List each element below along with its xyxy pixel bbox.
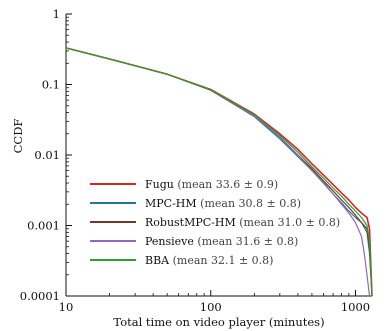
legend-label: Fugu (mean 33.6 ± 0.9) <box>145 178 278 191</box>
legend: Fugu (mean 33.6 ± 0.9) MPC-HM (mean 30.8 … <box>90 178 340 267</box>
legend-series-name: Fugu <box>145 178 177 191</box>
x-tick-label: 1000 <box>341 300 370 314</box>
legend-series-stat: (mean 31.6 ± 0.8) <box>197 235 298 248</box>
legend-series-name: Pensieve <box>145 235 197 248</box>
legend-series-stat: (mean 32.1 ± 0.8) <box>173 254 274 267</box>
y-tick-label: 0.1 <box>42 78 60 92</box>
y-axis-title: CCDF <box>11 119 25 154</box>
x-tick-label: 10 <box>59 300 74 314</box>
legend-series-name: MPC-HM <box>145 197 200 210</box>
y-tick-label: 1 <box>53 7 60 21</box>
legend-series-stat: (mean 31.0 ± 0.8) <box>239 216 340 229</box>
series-lines <box>65 47 373 297</box>
legend-series-stat: (mean 30.8 ± 0.8) <box>200 197 301 210</box>
x-axis-title: Total time on video player (minutes) <box>113 315 324 329</box>
y-tick-label: 0.0001 <box>20 289 60 303</box>
legend-label: BBA (mean 32.1 ± 0.8) <box>145 254 273 267</box>
x-tick-label: 100 <box>200 300 222 314</box>
legend-series-name: RobustMPC-HM <box>145 216 239 229</box>
legend-label: MPC-HM (mean 30.8 ± 0.8) <box>145 197 301 210</box>
legend-label: Pensieve (mean 31.6 ± 0.8) <box>145 235 298 248</box>
legend-series-name: BBA <box>145 254 173 267</box>
y-tick-label: 0.01 <box>34 148 60 162</box>
y-tick-label: 0.001 <box>27 219 60 233</box>
legend-series-stat: (mean 33.6 ± 0.9) <box>177 178 278 191</box>
series-line-bba <box>65 47 373 297</box>
legend-label: RobustMPC-HM (mean 31.0 ± 0.8) <box>145 216 340 229</box>
